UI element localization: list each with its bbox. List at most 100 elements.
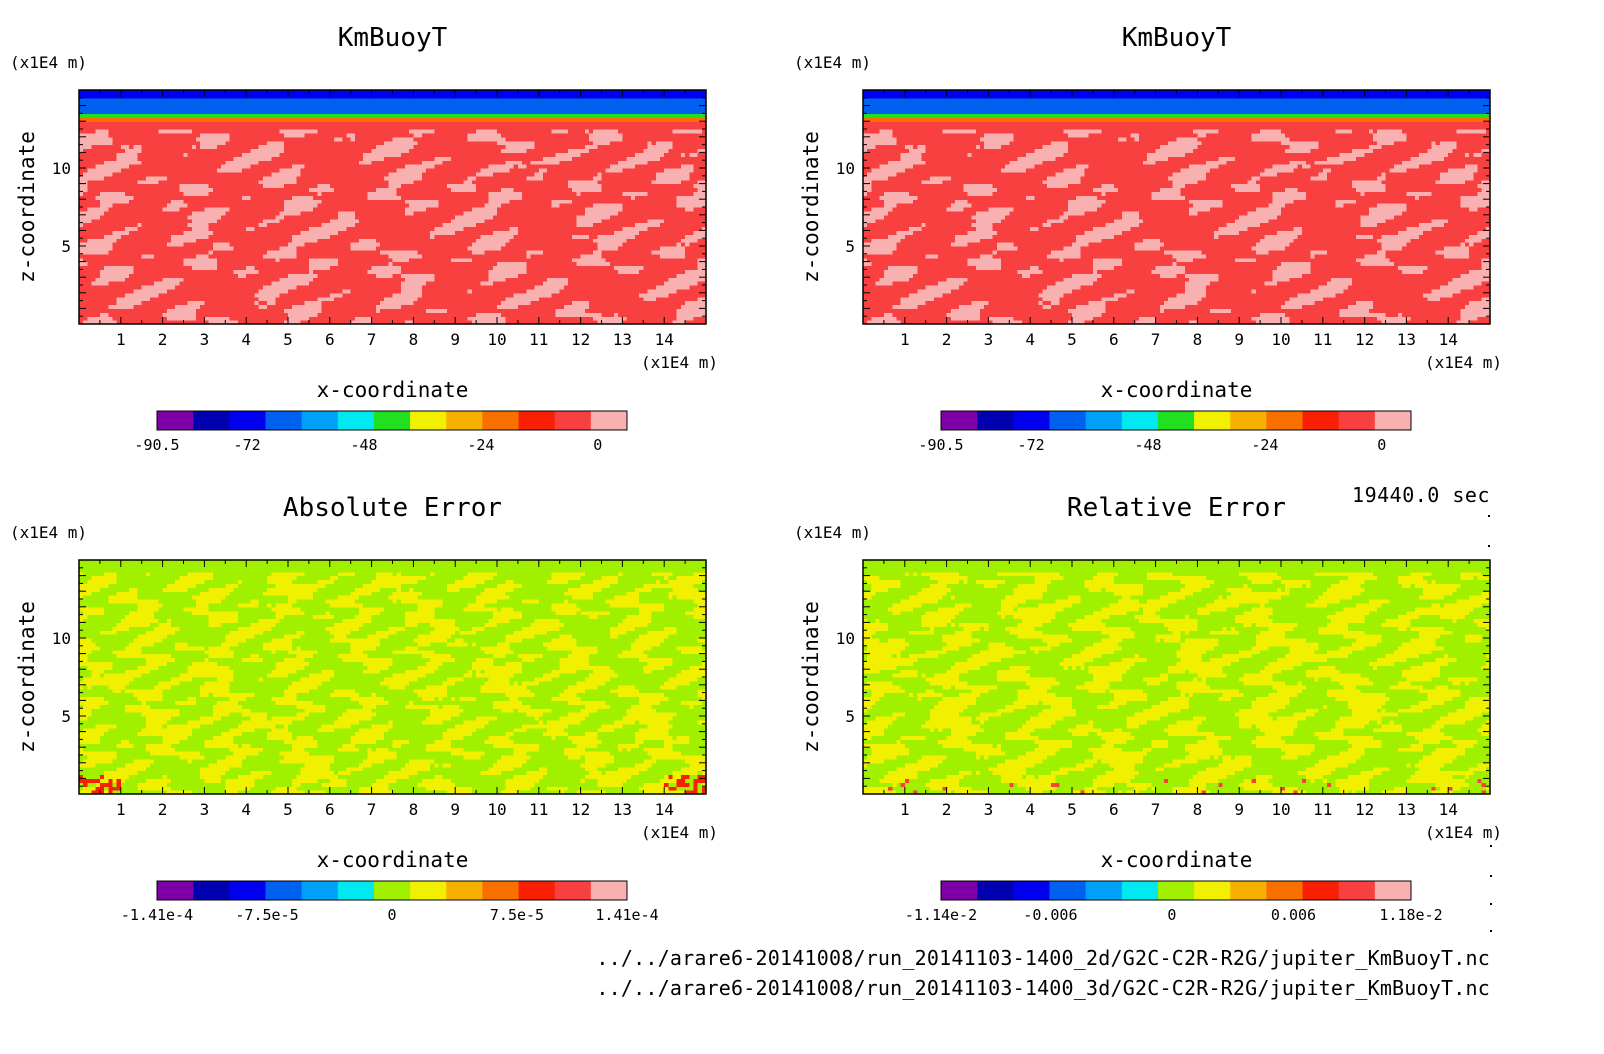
field-cell [363, 250, 368, 255]
field-cell [547, 262, 552, 267]
field-cell [493, 262, 498, 267]
field-cell [393, 273, 398, 278]
field-cell [200, 258, 205, 263]
field-cell [464, 269, 469, 274]
field-cell [589, 301, 594, 306]
field-cell [418, 227, 423, 232]
field-cell [184, 258, 189, 263]
field-cell [255, 191, 260, 196]
field-cell [564, 285, 569, 290]
field-cell [280, 312, 285, 317]
field-cell [163, 238, 168, 243]
field-cell [451, 273, 456, 278]
field-cell [493, 301, 498, 306]
field-cell [388, 195, 393, 200]
field-cell [108, 242, 113, 247]
field-cell [673, 195, 678, 200]
field-cell [355, 308, 360, 313]
field-cell [597, 258, 602, 263]
field-cell [296, 273, 301, 278]
field-cell [543, 277, 548, 282]
field-cell [217, 207, 222, 212]
field-cell [83, 301, 88, 306]
field-cell [593, 312, 598, 317]
field-cell [347, 312, 352, 317]
field-cell [138, 258, 143, 263]
field-cell [338, 230, 343, 235]
field-cell [104, 301, 109, 306]
field-cell [647, 238, 652, 243]
field-cell [698, 262, 703, 267]
field-cell [602, 285, 607, 290]
field-cell [263, 305, 268, 310]
field-cell [163, 230, 168, 235]
field-cell [401, 273, 406, 278]
field-cell [125, 223, 130, 228]
field-cell [689, 266, 694, 271]
field-cell [129, 277, 134, 282]
field-cell [267, 289, 272, 294]
field-cell [401, 312, 406, 317]
field-cell [192, 191, 197, 196]
field-cell [384, 195, 389, 200]
field-cell [133, 242, 138, 247]
field-cell [213, 238, 218, 243]
field-cell [204, 289, 209, 294]
field-cell [217, 215, 222, 220]
field-cell [510, 230, 515, 235]
field-cell [468, 316, 473, 321]
field-cell [576, 289, 581, 294]
field-cell [376, 262, 381, 267]
field-cell [133, 223, 138, 228]
field-cell [305, 277, 310, 282]
field-cell [184, 230, 189, 235]
field-cell [543, 215, 548, 220]
field-cell [158, 301, 163, 306]
field-cell [125, 242, 130, 247]
field-cell [204, 312, 209, 317]
field-cell [438, 297, 443, 302]
field-cell [438, 305, 443, 310]
field-cell [296, 281, 301, 286]
field-cell [380, 207, 385, 212]
field-cell [372, 285, 377, 290]
field-cell [380, 305, 385, 310]
field-cell [275, 195, 280, 200]
field-cell [689, 238, 694, 243]
field-cell [543, 203, 548, 208]
field-cell [100, 230, 105, 235]
field-cell [464, 301, 469, 306]
field-cell [255, 211, 260, 216]
field-cell [660, 262, 665, 267]
field-cell [610, 312, 615, 317]
field-cell [238, 254, 243, 258]
field-cell [255, 219, 260, 224]
field-cell [309, 211, 314, 216]
field-cell [635, 211, 640, 216]
field-cell [647, 234, 652, 239]
field-cell [100, 199, 105, 204]
field-cell [188, 266, 193, 271]
field-cell [221, 203, 226, 208]
field-cell [225, 297, 230, 302]
field-cell [581, 269, 586, 274]
field-cell [288, 266, 293, 271]
field-cell [572, 215, 577, 220]
field-cell [530, 211, 535, 216]
field-cell [200, 250, 205, 255]
field-cell [401, 289, 406, 294]
field-cell [405, 305, 410, 310]
field-cell [321, 238, 326, 243]
field-cell [112, 238, 117, 243]
field-cell [125, 211, 130, 216]
field-cell [585, 262, 590, 267]
field-cell [393, 254, 398, 258]
field-cell [430, 230, 435, 235]
field-cell [434, 254, 439, 258]
field-cell [434, 219, 439, 224]
field-cell [668, 258, 673, 263]
field-cell [664, 289, 669, 294]
field-cell [535, 305, 540, 310]
field-cell [250, 242, 255, 247]
field-cell [158, 238, 163, 243]
